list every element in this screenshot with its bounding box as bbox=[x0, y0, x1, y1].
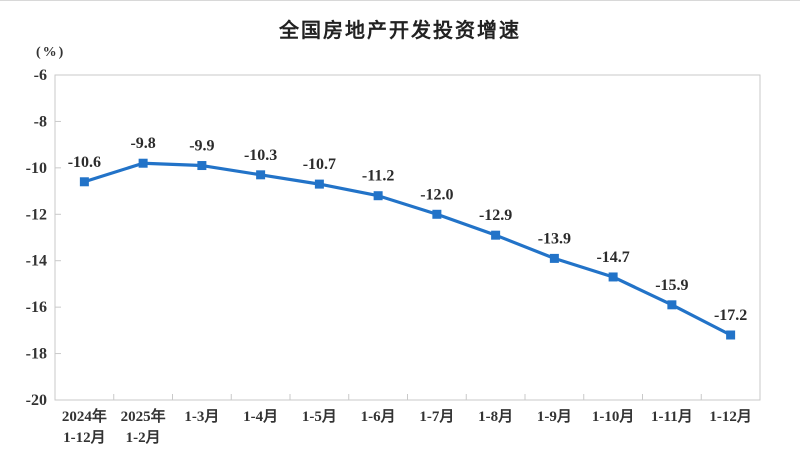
data-point-label: -15.9 bbox=[655, 277, 688, 294]
x-axis-category-label: 1-9月 bbox=[537, 408, 572, 425]
data-point-marker bbox=[491, 230, 501, 240]
y-axis-tick-label: -16 bbox=[26, 299, 47, 316]
x-axis-category-label: 1-10月 bbox=[592, 408, 635, 425]
y-axis-tick-label: -20 bbox=[26, 392, 47, 409]
data-point-marker bbox=[256, 170, 266, 180]
y-axis-tick-label: -12 bbox=[26, 206, 47, 223]
x-axis-category-label: 1-3月 bbox=[184, 408, 219, 425]
data-point-label: -12.9 bbox=[479, 207, 512, 224]
x-axis-category-label: 2024年 1-12月 bbox=[62, 407, 107, 446]
y-axis-tick-label: -14 bbox=[26, 253, 47, 270]
data-point-label: -10.6 bbox=[68, 154, 101, 171]
data-point-marker bbox=[432, 209, 442, 219]
data-point-label: -10.7 bbox=[303, 156, 336, 173]
data-point-label: -12.0 bbox=[420, 186, 453, 203]
data-point-marker bbox=[667, 300, 677, 310]
data-point-marker bbox=[138, 158, 148, 168]
x-axis-category-label: 1-5月 bbox=[302, 408, 337, 425]
data-point-marker bbox=[314, 179, 324, 189]
data-point-marker bbox=[373, 191, 383, 201]
series-line bbox=[82, 161, 733, 337]
x-axis-category-label: 1-4月 bbox=[243, 408, 278, 425]
y-axis-tick-label: -8 bbox=[34, 113, 47, 130]
data-point-marker bbox=[608, 272, 618, 282]
y-axis-tick-label: -18 bbox=[26, 346, 47, 363]
chart-title: 全国房地产开发投资增速 bbox=[279, 20, 521, 42]
data-point-label: -13.9 bbox=[538, 230, 571, 247]
x-axis-category-label: 2025年 1-2月 bbox=[121, 407, 166, 446]
x-axis-category-label: 1-11月 bbox=[651, 408, 693, 425]
x-axis-category-label: 1-8月 bbox=[478, 408, 513, 425]
data-point-marker bbox=[549, 253, 559, 263]
x-axis-category-label: 1-12月 bbox=[709, 408, 752, 425]
data-point-label: -17.2 bbox=[714, 307, 747, 324]
x-axis-category-label: 1-7月 bbox=[419, 408, 454, 425]
y-axis-unit-label: (%) bbox=[36, 45, 66, 60]
x-axis-category-label: 1-6月 bbox=[361, 408, 396, 425]
data-point-label: -11.2 bbox=[362, 168, 394, 185]
data-point-marker bbox=[726, 330, 736, 340]
data-point-label: -10.3 bbox=[244, 147, 277, 164]
data-point-label: -9.8 bbox=[130, 135, 155, 152]
data-point-label: -14.7 bbox=[596, 249, 629, 266]
data-point-marker bbox=[79, 177, 89, 187]
y-axis-tick-label: -10 bbox=[26, 160, 47, 177]
y-axis-tick-label: -6 bbox=[34, 67, 47, 84]
data-point-label: -9.9 bbox=[189, 138, 214, 155]
plot-area-border bbox=[54, 74, 761, 401]
data-point-marker bbox=[197, 161, 207, 171]
